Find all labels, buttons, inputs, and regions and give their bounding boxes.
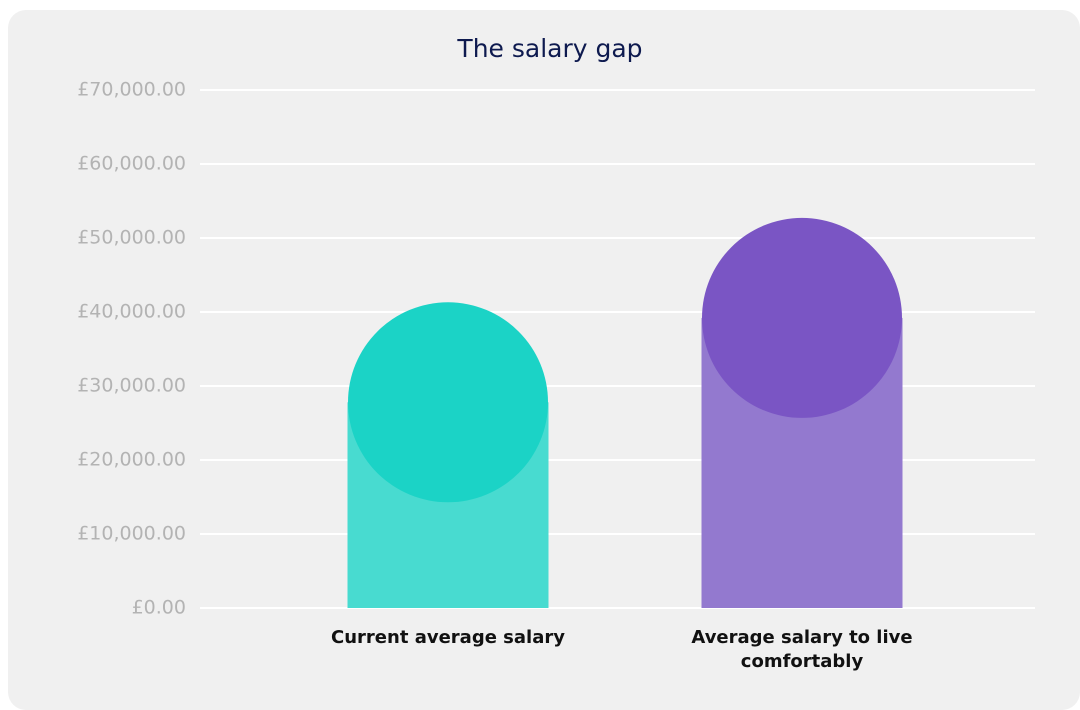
y-tick-label: £60,000.00 <box>77 153 186 175</box>
chart-title: The salary gap <box>456 34 642 63</box>
chart: The salary gap £0.00 £10,000.00 £20,000.00… <box>77 34 1035 619</box>
x-tick-label: Average salary to live comfortably <box>691 627 913 672</box>
y-tick-label: £20,000.00 <box>77 449 186 471</box>
y-tick-label: £0.00 <box>132 597 186 619</box>
bar-cap <box>702 217 902 418</box>
x-tick-label: Current average salary <box>331 627 565 648</box>
y-tick-label: £10,000.00 <box>77 523 186 545</box>
y-tick-label: £30,000.00 <box>77 375 186 397</box>
y-tick-label: £40,000.00 <box>77 301 186 323</box>
y-tick-label: £70,000.00 <box>77 79 186 101</box>
y-tick-label: £50,000.00 <box>77 227 186 249</box>
bar-cap <box>348 302 548 503</box>
